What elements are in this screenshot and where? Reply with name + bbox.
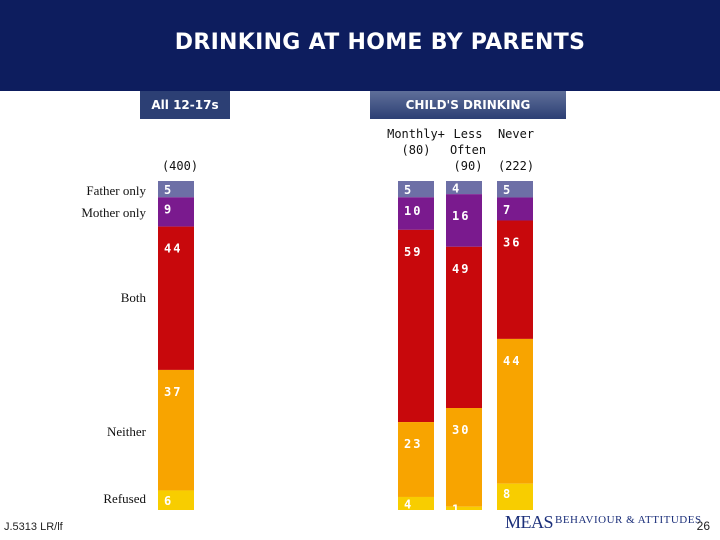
label-all-12-17s-mother-only: 9 — [164, 202, 173, 216]
label-all-12-17s-refused: 6 — [164, 494, 173, 508]
label-monthly-neither: 23 — [404, 437, 422, 451]
bar-all-12-17s-both — [158, 226, 194, 370]
never-head: Never (222) — [488, 126, 544, 174]
bar-never-mother-only — [497, 197, 533, 221]
label-less-often-neither: 30 — [452, 423, 470, 437]
label-never-neither: 44 — [503, 354, 521, 368]
bar-never-both — [497, 220, 533, 339]
label-never-father-only: 5 — [503, 183, 512, 197]
label-never-both: 36 — [503, 235, 521, 249]
monthly-head: Monthly+ (80) — [384, 126, 448, 158]
row-label-father-only: Father only — [86, 183, 146, 198]
page-title: DRINKING AT HOME BY PARENTS — [174, 30, 586, 55]
never-label: Never — [497, 127, 535, 141]
label-monthly-mother-only: 10 — [404, 204, 422, 218]
label-less-often-father-only: 4 — [452, 182, 461, 196]
bar-all-12-17s-mother-only — [158, 197, 194, 227]
row-label-neither: Neither — [107, 424, 146, 439]
bar-less-often-refused — [446, 506, 482, 510]
child-drinking-label-bar: CHILD'S DRINKING — [370, 91, 566, 119]
report-code: J.5313 LR/lf — [4, 521, 63, 533]
all-base-label: (400) — [161, 159, 199, 173]
bar-never-father-only — [497, 181, 533, 198]
label-monthly-both: 59 — [404, 245, 422, 259]
bar-monthly-mother-only — [398, 197, 434, 230]
bar-all-12-17s-refused — [158, 490, 194, 510]
row-label-refused: Refused — [103, 491, 146, 506]
label-less-often-both: 49 — [452, 262, 470, 276]
less-often-base: (90) — [453, 159, 483, 173]
label-never-mother-only: 7 — [503, 203, 512, 217]
monthly-base: (80) — [401, 143, 431, 157]
label-all-12-17s-father-only: 5 — [164, 183, 173, 197]
bar-all-12-17s-neither — [158, 369, 194, 491]
bar-monthly-both — [398, 229, 434, 423]
bar-monthly-neither — [398, 422, 434, 497]
header-banner — [0, 0, 720, 91]
row-label-both: Both — [120, 290, 146, 305]
monthly-label: Monthly+ — [387, 127, 445, 141]
all-label-bar: All 12-17s — [140, 91, 230, 119]
bar-all-12-17s-father-only — [158, 181, 194, 198]
label-all-12-17s-both: 44 — [164, 242, 182, 256]
bar-monthly-refused — [398, 496, 434, 510]
bar-less-often-both — [446, 246, 482, 409]
behaviour-attitudes-logo: BEHAVIOUR & ATTITUDES — [555, 514, 702, 526]
bar-less-often-mother-only — [446, 194, 482, 247]
bar-less-often-neither — [446, 408, 482, 507]
label-monthly-refused: 4 — [404, 497, 413, 511]
bar-never-refused — [497, 483, 533, 510]
label-never-refused: 8 — [503, 487, 512, 501]
label-all-12-17s-neither: 37 — [164, 385, 182, 399]
never-base: (222) — [497, 159, 535, 173]
label-monthly-father-only: 5 — [404, 183, 413, 197]
page-number: 26 — [696, 519, 710, 533]
bar-never-neither — [497, 338, 533, 484]
row-label-mother-only: Mother only — [81, 205, 146, 220]
label-less-often-mother-only: 16 — [452, 209, 470, 223]
bar-monthly-father-only — [398, 181, 434, 198]
less-often-head: Less Often (90) — [440, 126, 496, 174]
label-less-often-refused: 1 — [452, 502, 461, 516]
meas-logo: MEAS — [505, 512, 554, 532]
bar-less-often-father-only — [446, 181, 482, 195]
less-often-label: Less Often — [449, 127, 487, 157]
